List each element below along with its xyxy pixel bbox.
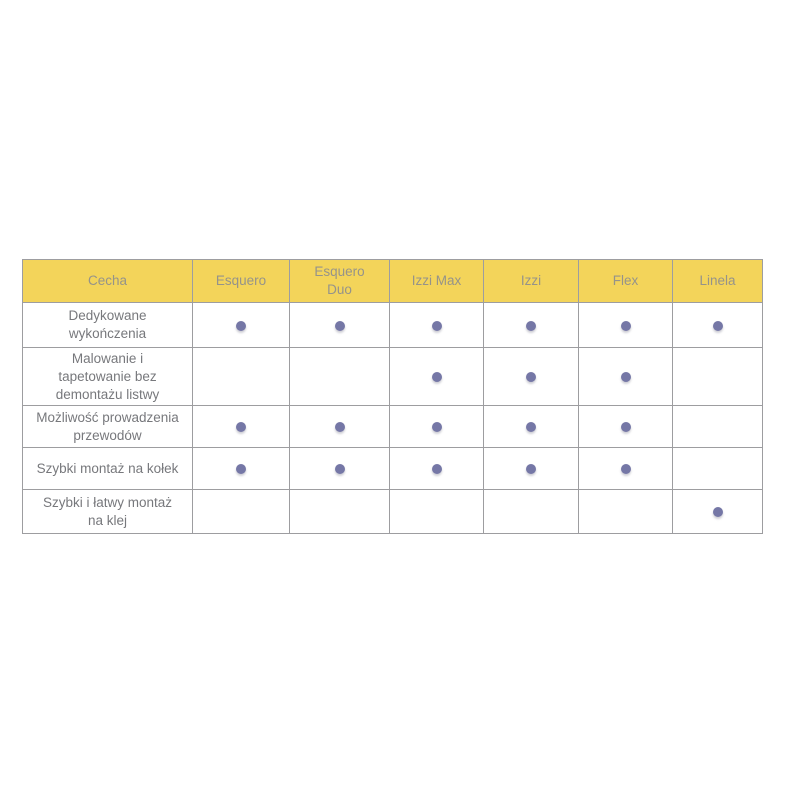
value-cell-empty	[672, 447, 763, 491]
value-cell-has-dot	[192, 447, 290, 491]
check-dot-icon	[526, 422, 536, 433]
value-cell-empty	[192, 346, 290, 407]
comparison-table-container: Cecha Esquero Esquero Duo Izzi Max Izzi Flex L…	[22, 259, 763, 535]
check-dot-icon	[431, 422, 442, 433]
value-cell-has-dot	[483, 302, 579, 348]
column-header-product-4: Izzi	[483, 259, 579, 303]
check-dot-icon	[236, 464, 246, 475]
value-cell-has-dot	[578, 447, 673, 491]
feature-cell: Szybki montaż na kołek	[22, 447, 193, 491]
column-header-product-3: Izzi Max	[389, 259, 484, 303]
table-row: Możliwość prowadzenia przewodów	[22, 405, 763, 449]
column-header-product-2: Esquero Duo	[289, 259, 390, 303]
value-cell-has-dot	[389, 447, 484, 491]
value-cell-empty	[389, 489, 484, 535]
value-cell-has-dot	[289, 447, 390, 491]
value-cell-empty	[192, 489, 290, 535]
feature-cell: Możliwość prowadzenia przewodów	[22, 405, 193, 449]
value-cell-empty	[483, 489, 579, 535]
value-cell-empty	[289, 489, 390, 535]
table-row: Szybki montaż na kołek	[22, 447, 763, 491]
value-cell-has-dot	[389, 346, 484, 407]
check-dot-icon	[620, 320, 631, 331]
feature-cell: Malowanie i tapetowanie bez demontażu li…	[22, 346, 193, 407]
check-dot-icon	[431, 464, 442, 475]
table-row: Szybki i łatwy montaż na klej	[22, 489, 763, 535]
value-cell-has-dot	[289, 405, 390, 449]
check-dot-icon	[431, 372, 442, 383]
check-dot-icon	[712, 507, 723, 518]
value-cell-has-dot	[672, 489, 763, 535]
value-cell-has-dot	[578, 302, 673, 348]
column-header-feature: Cecha	[22, 259, 193, 303]
check-dot-icon	[712, 320, 723, 331]
value-cell-has-dot	[389, 405, 484, 449]
check-dot-icon	[526, 320, 536, 331]
value-cell-has-dot	[578, 405, 673, 449]
check-dot-icon	[334, 320, 345, 331]
value-cell-has-dot	[483, 447, 579, 491]
column-header-product-5: Flex	[578, 259, 673, 303]
feature-cell: Dedykowane wykończenia	[22, 302, 193, 348]
check-dot-icon	[620, 464, 631, 475]
table-row: Malowanie i tapetowanie bez demontażu li…	[22, 346, 763, 407]
check-dot-icon	[236, 422, 246, 433]
value-cell-has-dot	[192, 302, 290, 348]
value-cell-empty	[672, 346, 763, 407]
check-dot-icon	[236, 320, 246, 331]
check-dot-icon	[334, 464, 345, 475]
feature-comparison-table: Cecha Esquero Esquero Duo Izzi Max Izzi Flex L…	[22, 259, 763, 535]
column-header-product-1: Esquero	[192, 259, 290, 303]
table-row: Dedykowane wykończenia	[22, 302, 763, 348]
check-dot-icon	[431, 320, 442, 331]
check-dot-icon	[620, 372, 631, 383]
value-cell-has-dot	[483, 346, 579, 407]
table-header-row: Cecha Esquero Esquero Duo Izzi Max Izzi Flex L…	[22, 259, 763, 303]
check-dot-icon	[334, 422, 345, 433]
value-cell-has-dot	[289, 302, 390, 348]
value-cell-empty	[672, 405, 763, 449]
value-cell-empty	[289, 346, 390, 407]
value-cell-has-dot	[578, 346, 673, 407]
value-cell-has-dot	[672, 302, 763, 348]
column-header-product-6: Linela	[672, 259, 763, 303]
check-dot-icon	[620, 422, 631, 433]
value-cell-empty	[578, 489, 673, 535]
value-cell-has-dot	[389, 302, 484, 348]
check-dot-icon	[526, 372, 536, 383]
value-cell-has-dot	[483, 405, 579, 449]
value-cell-has-dot	[192, 405, 290, 449]
feature-cell: Szybki i łatwy montaż na klej	[22, 489, 193, 535]
check-dot-icon	[526, 464, 536, 475]
